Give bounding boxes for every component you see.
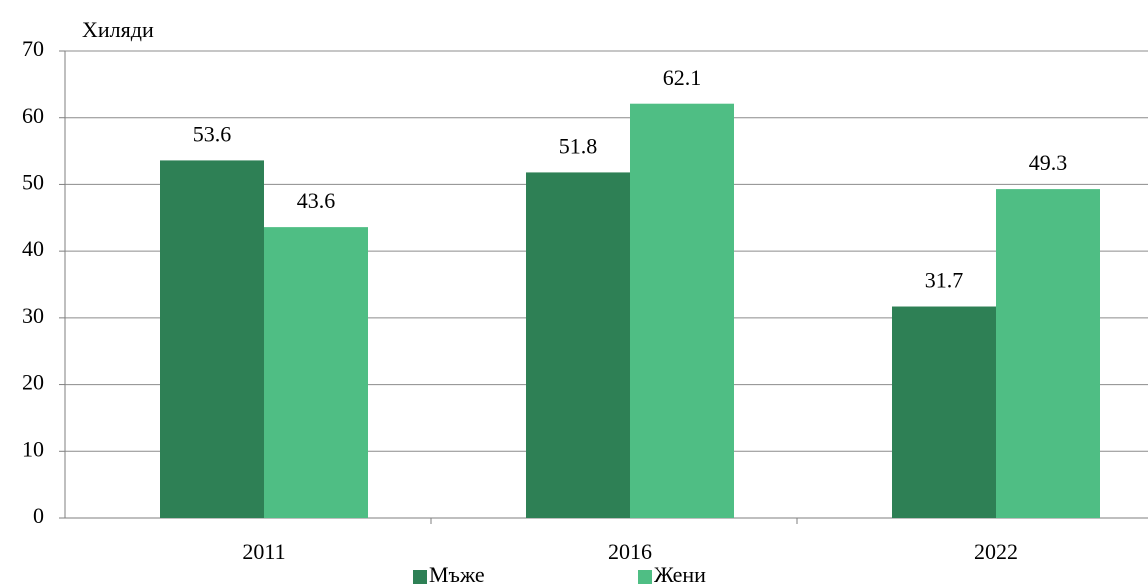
legend-swatch [638,570,652,584]
value-label: 31.7 [925,268,964,293]
y-tick-label: 0 [33,503,44,528]
bar [160,160,264,518]
legend-swatch [413,570,427,584]
bar [630,103,734,518]
bar [526,172,630,519]
value-label: 49.3 [1029,150,1068,175]
y-tick-label: 70 [22,36,44,61]
value-label: 51.8 [559,133,598,158]
y-tick-label: 50 [22,169,44,194]
bar [892,306,996,518]
y-axis-label: Хиляди [82,17,154,42]
value-label: 53.6 [193,121,232,146]
x-tick-label: 2011 [242,539,285,564]
x-tick-label: 2022 [974,539,1018,564]
value-label: 62.1 [663,65,702,90]
legend-label: Мъже [429,562,485,585]
y-tick-label: 10 [22,436,44,461]
y-tick-label: 40 [22,236,44,261]
bar [996,189,1100,518]
value-label: 43.6 [297,188,336,213]
bar [264,227,368,518]
y-tick-label: 60 [22,103,44,128]
legend-label: Жени [654,562,706,585]
y-tick-label: 30 [22,303,44,328]
y-tick-label: 20 [22,370,44,395]
x-tick-label: 2016 [608,539,652,564]
